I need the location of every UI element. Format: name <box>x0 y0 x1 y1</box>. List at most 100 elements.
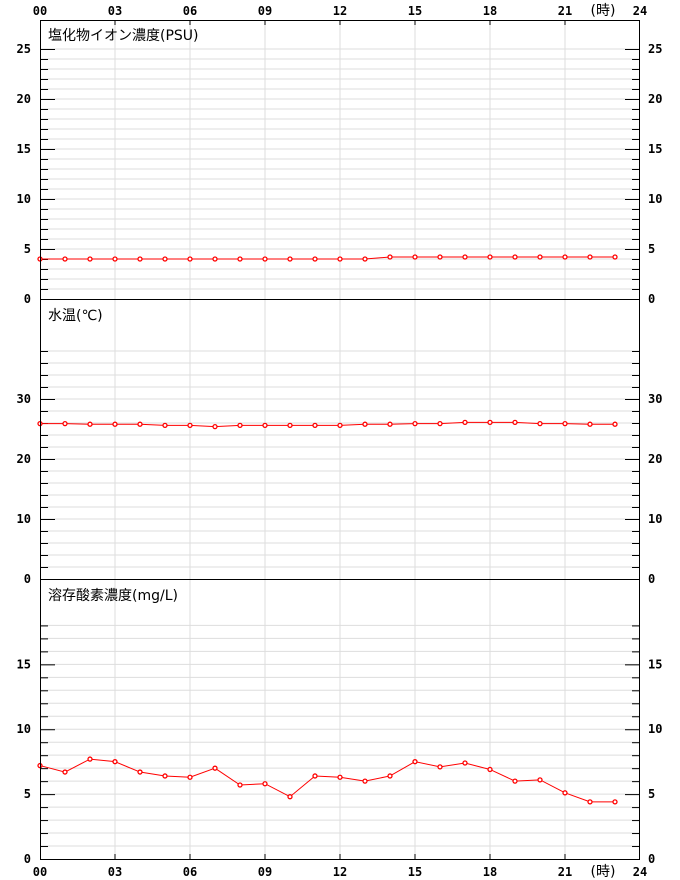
x-tick-label-bottom: 15 <box>408 865 422 879</box>
data-point <box>437 254 443 260</box>
data-point <box>62 256 68 262</box>
data-point <box>337 422 343 429</box>
data-point <box>562 420 568 427</box>
x-tick-label-top: 21 <box>558 4 572 18</box>
data-point <box>587 421 593 427</box>
y-tick-label-left: 5 <box>24 787 31 801</box>
y-tick-label-left: 15 <box>17 142 31 156</box>
data-point <box>162 422 168 429</box>
y-tick-label-right: 10 <box>648 192 662 206</box>
y-tick-label-right: 20 <box>648 92 662 106</box>
data-point <box>612 254 618 260</box>
data-point <box>137 769 143 775</box>
x-tick-label-top: 15 <box>408 4 422 18</box>
y-tick-label-right: 0 <box>648 292 655 306</box>
y-tick-label-right: 20 <box>648 452 662 466</box>
x-tick-label-top: 18 <box>483 4 497 18</box>
series-line <box>40 421 615 428</box>
y-tick-label-right: 10 <box>648 512 662 526</box>
data-point <box>287 256 293 262</box>
data-point <box>312 422 318 429</box>
data-point <box>112 759 118 765</box>
data-point <box>537 420 543 427</box>
y-tick-label-right: 5 <box>648 242 655 256</box>
x-unit-label-top: (時) <box>591 3 616 19</box>
x-tick-label-top: 06 <box>183 4 197 18</box>
y-tick-label-right: 0 <box>648 572 655 586</box>
data-point <box>512 254 518 260</box>
data-point <box>237 256 243 262</box>
y-tick-label-left: 30 <box>17 392 31 406</box>
x-tick-label-top: 09 <box>258 4 272 18</box>
x-tick-label-bottom: 18 <box>483 865 497 879</box>
data-point <box>62 769 68 775</box>
data-point <box>137 421 143 427</box>
x-tick-label-bottom: 21 <box>558 865 572 879</box>
data-point <box>337 774 343 780</box>
x-tick-label-top: 12 <box>333 4 347 18</box>
data-point <box>437 420 443 427</box>
data-point <box>487 419 493 426</box>
y-tick-label-left: 0 <box>24 572 31 586</box>
data-point <box>462 254 468 260</box>
data-point <box>87 756 93 762</box>
data-point <box>387 254 393 260</box>
x-tick-label-bottom: 24 <box>633 865 647 879</box>
y-tick-label-left: 0 <box>24 852 31 866</box>
data-point <box>112 256 118 262</box>
data-point <box>362 421 368 427</box>
y-tick-label-left: 10 <box>17 722 31 736</box>
data-point <box>262 781 268 787</box>
y-tick-label-left: 15 <box>17 657 31 671</box>
data-point <box>312 773 318 779</box>
series-line <box>39 758 615 803</box>
panel-title: 水温(℃) <box>48 308 103 324</box>
data-point <box>162 256 168 262</box>
x-tick-label-top: 03 <box>108 4 122 18</box>
data-point <box>187 256 193 262</box>
data-point <box>412 759 418 765</box>
x-unit-label-bottom: (時) <box>591 864 616 880</box>
panel-title: 溶存酸素濃度(mg/L) <box>48 588 178 604</box>
data-point <box>387 773 393 779</box>
panel-1 <box>37 20 640 299</box>
y-tick-label-right: 15 <box>648 657 662 671</box>
data-point <box>412 420 418 427</box>
data-point <box>587 254 593 260</box>
x-tick-label-bottom: 06 <box>183 865 197 879</box>
data-point <box>362 778 368 784</box>
y-tick-label-left: 20 <box>17 452 31 466</box>
data-point <box>62 420 68 427</box>
data-point <box>512 778 518 784</box>
data-point <box>437 764 443 770</box>
data-point <box>87 256 93 262</box>
data-point <box>562 254 568 260</box>
data-point <box>262 422 268 429</box>
data-point <box>387 421 393 427</box>
y-tick-label-right: 0 <box>648 852 655 866</box>
data-point <box>462 760 468 766</box>
data-point <box>612 799 618 805</box>
data-point <box>162 773 168 779</box>
data-point <box>87 421 93 427</box>
y-tick-label-left: 5 <box>24 242 31 256</box>
data-point <box>287 794 293 800</box>
y-tick-label-left: 25 <box>17 42 31 56</box>
data-point <box>187 422 193 429</box>
panel-2 <box>37 300 640 579</box>
data-point <box>487 766 493 773</box>
y-tick-label-right: 25 <box>648 42 662 56</box>
data-point <box>487 254 493 260</box>
x-tick-label-top: 24 <box>633 4 647 18</box>
data-point <box>312 256 318 262</box>
y-tick-label-right: 10 <box>648 722 662 736</box>
data-point <box>562 790 568 796</box>
panel-title: 塩化物イオン濃度(PSU) <box>48 28 199 44</box>
data-point <box>212 256 218 262</box>
y-tick-label-left: 10 <box>17 512 31 526</box>
x-tick-label-bottom: 03 <box>108 865 122 879</box>
data-point <box>587 799 593 805</box>
data-point <box>187 774 193 780</box>
data-point <box>237 422 243 429</box>
